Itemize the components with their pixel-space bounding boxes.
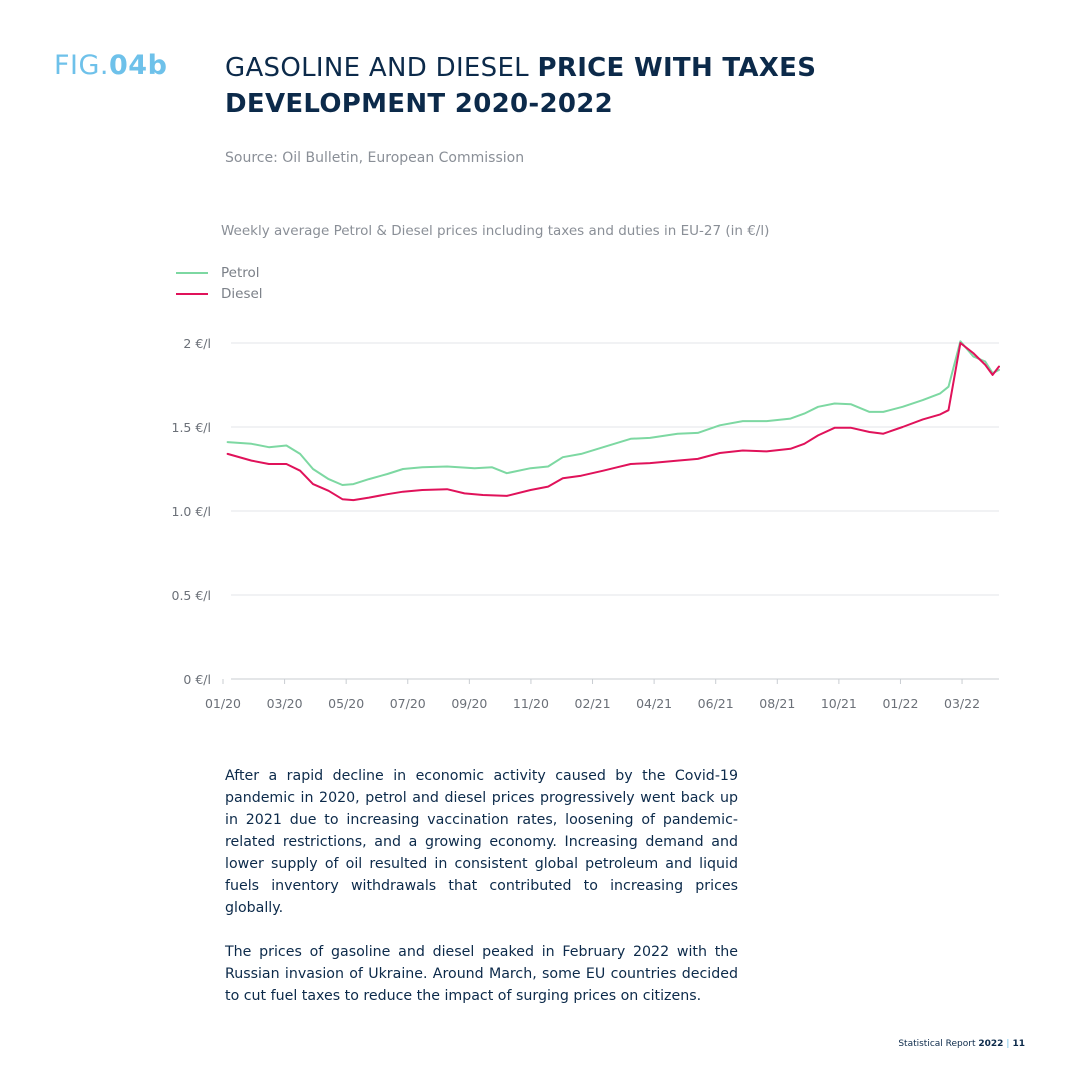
- title-bold: PRICE WITH TAXES DEVELOPMENT 2020-2022: [225, 53, 817, 119]
- footer-separator: |: [1006, 1039, 1010, 1049]
- x-tick-label: 10/21: [821, 696, 857, 711]
- legend-item-petrol: Petrol: [176, 262, 263, 283]
- legend-swatch-petrol: [176, 271, 208, 274]
- figure-label: FIG.04b: [54, 50, 167, 81]
- legend-label-diesel: Diesel: [221, 285, 263, 302]
- page-title: GASOLINE AND DIESEL PRICE WITH TAXES DEV…: [225, 50, 845, 122]
- y-tick-label: 2 €/l: [183, 336, 211, 351]
- title-light: GASOLINE AND DIESEL: [225, 53, 538, 83]
- legend-item-diesel: Diesel: [176, 283, 263, 304]
- body-paragraph: The prices of gasoline and diesel peaked…: [225, 944, 738, 1004]
- x-tick-label: 01/22: [882, 696, 918, 711]
- x-tick-label: 03/22: [944, 696, 980, 711]
- chart-legend: Petrol Diesel: [176, 262, 263, 304]
- page-footer: Statistical Report 2022 | 11: [898, 1039, 1025, 1049]
- body-paragraph: After a rapid decline in economic activi…: [225, 768, 738, 916]
- footer-page: 11: [1012, 1039, 1025, 1049]
- x-tick-label: 05/20: [328, 696, 364, 711]
- series-line-diesel: [226, 342, 1000, 502]
- x-tick-label: 03/20: [267, 696, 303, 711]
- y-tick-label: 0.5 €/l: [172, 588, 212, 603]
- x-tick-label: 09/20: [451, 696, 487, 711]
- x-tick-label: 01/20: [205, 696, 241, 711]
- x-tick-label: 06/21: [698, 696, 734, 711]
- footer-report: Statistical Report: [898, 1039, 979, 1049]
- x-tick-label: 02/21: [575, 696, 611, 711]
- x-tick-label: 04/21: [636, 696, 672, 711]
- y-tick-label: 1.0 €/l: [172, 504, 212, 519]
- series-line-petrol: [226, 340, 1000, 486]
- footer-year: 2022: [978, 1039, 1004, 1049]
- y-tick-label: 1.5 €/l: [172, 420, 212, 435]
- figure-number: 04b: [109, 50, 168, 81]
- body-text: After a rapid decline in economic activi…: [225, 765, 738, 1029]
- legend-swatch-diesel: [176, 292, 208, 295]
- price-line-chart: 0 €/l 0.5 €/l 1.0 €/l 1.5 €/l 2 €/l 01/20 03/2…: [172, 336, 1000, 711]
- legend-label-petrol: Petrol: [221, 264, 260, 281]
- x-tick-label: 07/20: [390, 696, 426, 711]
- x-tick-label: 11/20: [513, 696, 549, 711]
- chart-title: Weekly average Petrol & Diesel prices in…: [221, 223, 770, 239]
- figure-prefix: FIG.: [54, 50, 109, 81]
- x-tick-label: 08/21: [759, 696, 795, 711]
- y-tick-label: 0 €/l: [183, 672, 211, 687]
- source-note: Source: Oil Bulletin, European Commissio…: [225, 150, 525, 166]
